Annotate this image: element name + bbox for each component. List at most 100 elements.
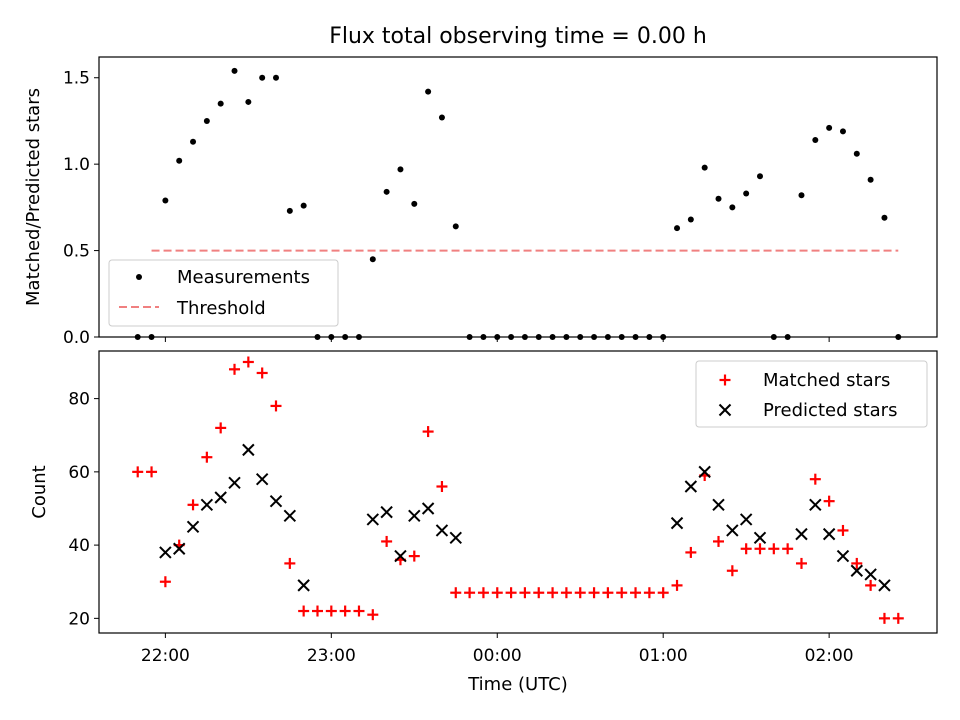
matched-star-point (477, 587, 489, 599)
matched-star-point (533, 587, 545, 599)
measurement-point (756, 173, 763, 180)
top-plot: 0.0 0.5 1.0 1.5 Measurements Threshold (63, 56, 938, 348)
bottom-y-tick-label: 20 (68, 609, 90, 629)
matched-star-point (215, 422, 227, 434)
bottom-legend: Matched stars Predicted stars (695, 360, 928, 428)
predicted-star-point (670, 516, 684, 530)
predicted-star-point (214, 491, 227, 504)
bottom-plot: 20 40 60 80 22:00 23:00 00:00 01:00 02:00 Matched… (68, 350, 938, 666)
measurement-point (743, 190, 750, 197)
matched-star-point (381, 535, 393, 547)
legend-measurements-marker (136, 274, 142, 280)
matched-star-point (146, 466, 158, 478)
predicted-star-point (159, 546, 172, 559)
predicted-star-point-b (283, 509, 297, 523)
matched-star-point (878, 612, 890, 624)
matched-star-point (685, 546, 697, 558)
matched-star-point (560, 587, 572, 599)
predicted-star-point-b (435, 524, 449, 537)
bottom-legend-box (695, 360, 928, 428)
predicted-star-point-b (698, 465, 711, 479)
measurement-point (273, 74, 280, 81)
bottom-y-tick-label: 80 (68, 390, 90, 410)
bottom-x-tick-label: 01:00 (639, 646, 688, 666)
predicted-star-point (421, 502, 435, 515)
predicted-star-point-b (836, 549, 850, 563)
top-legend: Measurements Threshold (108, 259, 339, 327)
bottom-y-axis-label: Count (29, 465, 50, 518)
predicted-star-point (878, 579, 891, 592)
predicted-star-point (836, 549, 850, 563)
predicted-star-point-b (739, 513, 753, 526)
predicted-star-point-b (297, 579, 310, 592)
x-axis-label: Time (UTC) (467, 674, 568, 695)
measurement-point (369, 256, 376, 263)
matched-star-point (256, 367, 268, 379)
predicted-star-point (753, 531, 767, 544)
measurement-point (812, 136, 819, 143)
matched-star-point (768, 543, 780, 555)
matched-star-point (464, 587, 476, 599)
bottom-x-tick-label: 22:00 (141, 646, 190, 666)
bottom-x-tick-label: 00:00 (473, 646, 522, 666)
measurement-point (259, 74, 266, 81)
predicted-star-point (435, 524, 449, 537)
matched-star-point (588, 587, 600, 599)
measurement-point (798, 192, 805, 199)
predicted-star-point (712, 498, 725, 512)
measurement-point (397, 166, 404, 173)
matched-star-point (325, 605, 337, 617)
matched-star-point (505, 587, 517, 599)
matched-star-point (740, 543, 752, 555)
predicted-star-point (739, 513, 753, 526)
measurement-point (701, 164, 708, 171)
legend-matched-marker (719, 374, 731, 386)
bottom-x-tick-label: 23:00 (307, 646, 356, 666)
predicted-star-point (269, 494, 283, 508)
predicted-star-point-b (670, 516, 684, 530)
top-y-axis-label: Matched/Predicted stars (23, 88, 44, 306)
matched-star-point (408, 550, 420, 562)
bottom-plot-frame (98, 350, 938, 634)
measurement-point (687, 216, 694, 223)
predicted-star-point-b (172, 542, 186, 555)
predicted-star-point-b (712, 498, 725, 512)
legend-matched-label: Matched stars (763, 370, 890, 391)
predicted-star-point (408, 509, 421, 523)
predicted-star-point (297, 579, 310, 592)
measurement-point (231, 67, 238, 74)
predicted-star-point (380, 505, 393, 519)
measurement-point (715, 195, 722, 202)
matched-star-point (616, 587, 628, 599)
matched-star-point (422, 426, 434, 438)
matched-star-point (713, 535, 725, 547)
measurement-point (452, 223, 459, 230)
predicted-star-point-b (408, 509, 421, 523)
predicted-star-point (283, 509, 297, 523)
predicted-star-point-b (809, 498, 822, 512)
predicted-star-point-b (159, 546, 172, 559)
top-y-tick-label: 0.5 (63, 242, 90, 262)
top-y-tick-label: 1.5 (63, 69, 90, 89)
predicted-star-point (726, 524, 739, 537)
matched-star-point (823, 495, 835, 507)
bottom-y-tick-label: 60 (68, 463, 90, 483)
legend-predicted-marker (718, 403, 732, 417)
measurement-point (176, 157, 183, 164)
predicted-star-point-b (255, 472, 269, 486)
measurement-point (286, 207, 293, 214)
measurement-point (438, 114, 445, 121)
matched-star-point (311, 605, 323, 617)
legend-measurements-label: Measurements (177, 267, 310, 288)
matched-star-point (132, 466, 144, 478)
matched-star-point (519, 587, 531, 599)
top-legend-box (108, 259, 339, 327)
bottom-x-tick-label: 02:00 (805, 646, 854, 666)
predicted-star-point-b (864, 568, 877, 581)
matched-star-point (851, 557, 863, 569)
matched-star-point (159, 576, 171, 588)
predicted-star-point-b (366, 513, 380, 526)
measurement-point (729, 204, 736, 211)
